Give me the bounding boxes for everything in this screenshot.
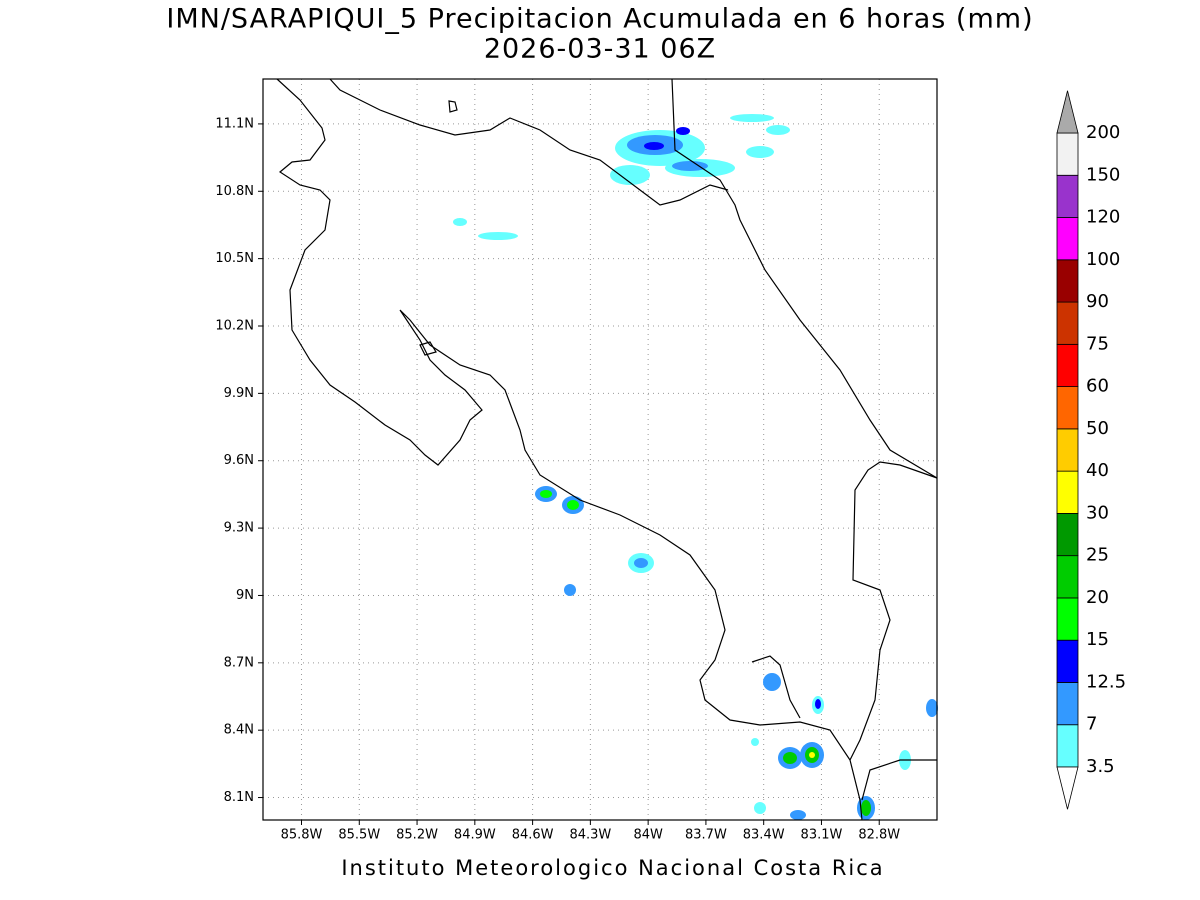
colorbar-box — [1056, 639, 1079, 683]
colorbar-label: 25 — [1086, 545, 1109, 566]
y-tick-label: 8.4N — [224, 723, 254, 738]
colorbar-label: 150 — [1086, 164, 1120, 185]
x-tick-label: 85.2W — [396, 828, 438, 843]
colorbar-box — [1056, 343, 1079, 388]
x-tick-label: 83.7W — [685, 828, 727, 843]
colorbar-box — [1056, 724, 1079, 768]
x-tick-label: 84.6W — [512, 828, 554, 843]
x-tick-label: 83.1W — [801, 828, 843, 843]
colorbar-below — [1056, 766, 1079, 810]
y-tick-label: 9.3N — [224, 521, 254, 536]
colorbar-label: 15 — [1086, 629, 1109, 650]
colorbar-box — [1056, 555, 1079, 599]
colorbar-label: 90 — [1086, 291, 1109, 312]
y-tick-label: 8.7N — [224, 655, 254, 670]
precipitation-field — [453, 114, 938, 820]
map-frame — [262, 78, 938, 821]
colorbar-box — [1056, 386, 1079, 430]
map-title: IMN/SARAPIQUI_5 Precipitacion Acumulada … — [166, 4, 1033, 35]
y-tick-label: 11.1N — [215, 116, 254, 131]
colorbar-label: 50 — [1086, 418, 1109, 439]
colorbar-box — [1056, 597, 1079, 641]
colorbar-label: 75 — [1086, 333, 1109, 354]
colorbar-label: 20 — [1086, 587, 1109, 608]
colorbar-box — [1056, 259, 1079, 303]
x-tick-label: 82.8W — [858, 828, 900, 843]
y-tick-label: 10.2N — [215, 319, 254, 334]
colorbar-box — [1056, 217, 1079, 261]
colorbar-label: 60 — [1086, 376, 1109, 397]
colorbar-label: 40 — [1086, 460, 1109, 481]
footer: Instituto Meteorologico Nacional Costa R… — [341, 856, 884, 880]
y-tick-label: 9N — [236, 588, 254, 603]
y-tick-label: 10.8N — [215, 184, 254, 199]
colorbar-box — [1056, 132, 1079, 176]
colorbar-label: 100 — [1086, 249, 1120, 270]
colorbar-label: 3.5 — [1086, 756, 1115, 777]
y-tick-label: 9.9N — [224, 386, 254, 401]
y-tick-label: 9.6N — [224, 453, 254, 468]
x-tick-label: 85.5W — [338, 828, 380, 843]
y-tick-label: 10.5N — [215, 251, 254, 266]
colorbar-label: 12.5 — [1086, 671, 1126, 692]
coastline — [276, 78, 938, 821]
colorbar-box — [1056, 470, 1079, 514]
colorbar-box — [1056, 682, 1079, 726]
colorbar: 3.5 7 12.5 15 20 25 30 40 50 60 75 90 100 120 150 200 — [1056, 90, 1126, 810]
colorbar-box — [1056, 174, 1079, 218]
colorbar-label: 7 — [1086, 714, 1097, 735]
colorbar-box — [1056, 301, 1079, 345]
x-tick-label: 84.3W — [569, 828, 611, 843]
grid — [263, 79, 937, 820]
colorbar-label: 30 — [1086, 502, 1109, 523]
x-tick-label: 84W — [633, 828, 663, 843]
x-tick-label: 84.9W — [454, 828, 496, 843]
map-subtitle: 2026-03-31 06Z — [484, 34, 716, 65]
x-tick-label: 85.8W — [281, 828, 323, 843]
colorbar-box — [1056, 513, 1079, 557]
colorbar-above — [1056, 90, 1079, 134]
x-tick-label: 83.4W — [743, 828, 785, 843]
colorbar-label: 120 — [1086, 207, 1120, 228]
colorbar-label: 200 — [1086, 122, 1120, 143]
colorbar-box — [1056, 428, 1079, 472]
y-tick-label: 8.1N — [224, 790, 254, 805]
